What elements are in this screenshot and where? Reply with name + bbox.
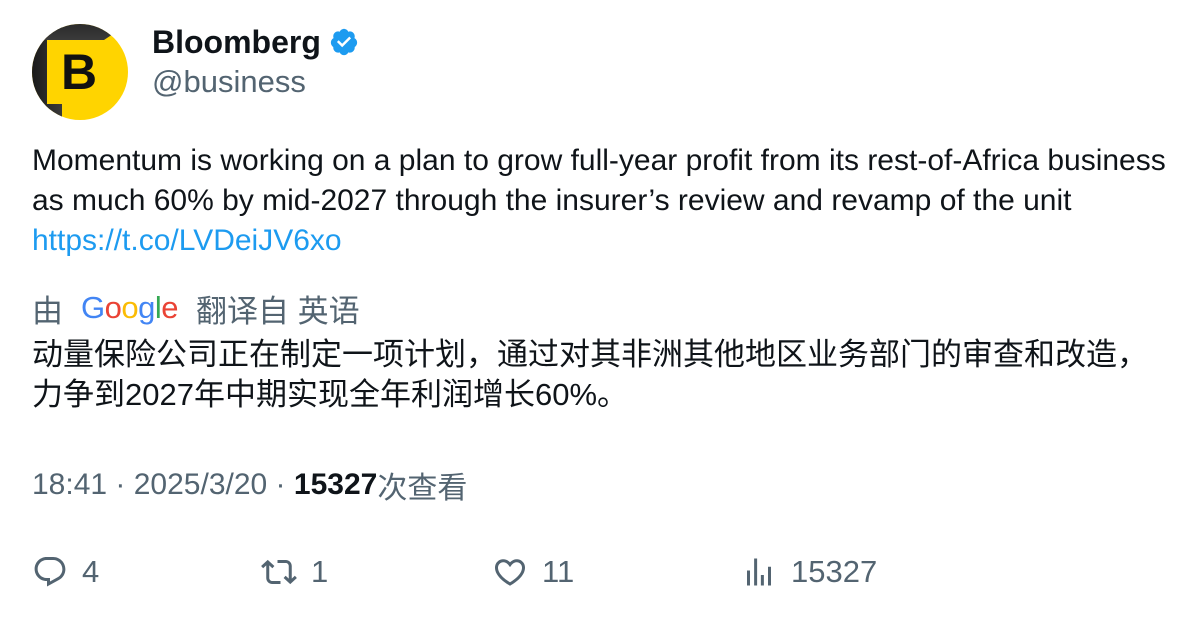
verified-badge-icon[interactable] xyxy=(329,27,359,57)
avatar-shade-top xyxy=(32,24,128,40)
reply-icon xyxy=(34,557,66,587)
tweet-body: Momentum is working on a plan to grow fu… xyxy=(32,144,1166,217)
views-count: 15327 xyxy=(293,468,378,501)
meta-separator: · xyxy=(107,468,134,501)
like-button[interactable]: 11 xyxy=(492,550,574,594)
google-logo-icon: Google xyxy=(81,290,179,325)
repost-count: 1 xyxy=(311,554,329,589)
author-name-row: Bloomberg xyxy=(152,22,359,62)
tweet-meta: 18:41 · 2025/3/20 · 15327 次查看 xyxy=(32,464,467,506)
tweet-time[interactable]: 18:41 xyxy=(32,468,108,501)
repost-icon xyxy=(261,559,297,585)
avatar[interactable]: B xyxy=(32,24,128,120)
display-name[interactable]: Bloomberg xyxy=(152,24,321,60)
like-count: 11 xyxy=(542,554,575,589)
views-label: 次查看 xyxy=(377,472,468,505)
translation-prefix: 由 xyxy=(32,293,63,329)
translation-attribution: 由 Google 翻译自 英语 xyxy=(32,287,360,329)
heart-icon xyxy=(494,559,526,586)
views-action-count: 15327 xyxy=(791,554,878,589)
repost-button[interactable]: 1 xyxy=(261,550,328,594)
action-bar: 4 1 11 15327 xyxy=(32,550,1172,594)
translation-suffix[interactable]: 翻译自 英语 xyxy=(196,293,360,329)
views-button[interactable]: 15327 xyxy=(741,550,877,594)
author-handle[interactable]: @business xyxy=(152,64,306,99)
tweet-text: Momentum is working on a plan to grow fu… xyxy=(32,141,1172,261)
tweet-link[interactable]: https://t.co/LVDeiJV6xo xyxy=(32,224,342,257)
analytics-icon xyxy=(747,558,771,586)
meta-separator: · xyxy=(267,468,294,501)
translated-text: 动量保险公司正在制定一项计划，通过对其非洲其他地区业务部门的审查和改造，力争到2… xyxy=(32,337,1148,412)
tweet-date[interactable]: 2025/3/20 xyxy=(133,468,268,501)
avatar-letter: B xyxy=(47,40,111,104)
reply-button[interactable]: 4 xyxy=(32,550,99,594)
reply-count: 4 xyxy=(82,554,100,589)
